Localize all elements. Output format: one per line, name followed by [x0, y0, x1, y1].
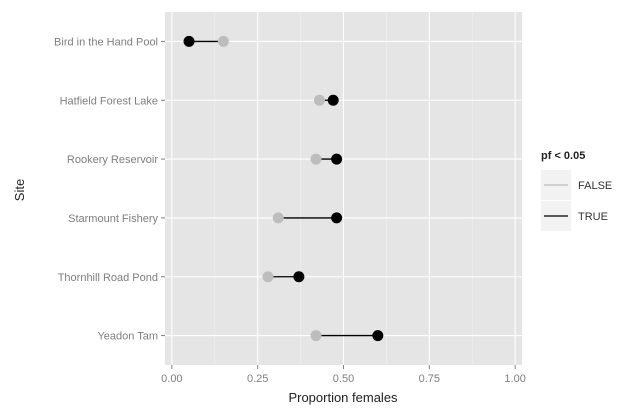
y-tick-label: Rookery Reservoir: [67, 154, 158, 166]
legend: pf < 0.05 FALSE TRUE: [541, 150, 612, 231]
point-false: [313, 94, 325, 106]
y-tick-label: Yeadon Tam: [97, 331, 158, 343]
point-false: [272, 212, 284, 224]
x-tick-label: 0.00: [161, 373, 182, 385]
x-tick-label: 0.75: [419, 373, 440, 385]
x-tick-label: 0.25: [247, 373, 268, 385]
y-axis-ticks: Bird in the Hand Pool Hatfield Forest Lak…: [54, 36, 165, 343]
point-false: [217, 35, 229, 47]
point-false: [310, 330, 322, 342]
x-tick-label: 0.50: [333, 373, 354, 385]
y-tick-label: Hatfield Forest Lake: [60, 95, 158, 107]
point-true: [183, 35, 195, 47]
grid-minor: [214, 12, 473, 365]
point-true: [293, 271, 305, 283]
point-true: [372, 330, 384, 342]
y-tick-label: Starmount Fishery: [68, 213, 158, 225]
legend-label-false: FALSE: [578, 180, 612, 192]
x-axis-ticks: 0.00 0.25 0.50 0.75 1.00: [161, 365, 526, 385]
point-false: [262, 271, 274, 283]
y-axis-title: Site: [12, 179, 27, 201]
data-points: [183, 35, 384, 342]
point-true: [331, 212, 343, 224]
x-tick-label: 1.00: [504, 373, 525, 385]
y-tick-label: Thornhill Road Pond: [58, 272, 158, 284]
point-true: [327, 94, 339, 106]
point-true: [331, 153, 343, 165]
x-axis-title: Proportion females: [288, 390, 398, 405]
legend-title: pf < 0.05: [541, 150, 585, 162]
legend-label-true: TRUE: [578, 211, 608, 223]
point-false: [310, 153, 322, 165]
y-tick-label: Bird in the Hand Pool: [54, 36, 158, 48]
